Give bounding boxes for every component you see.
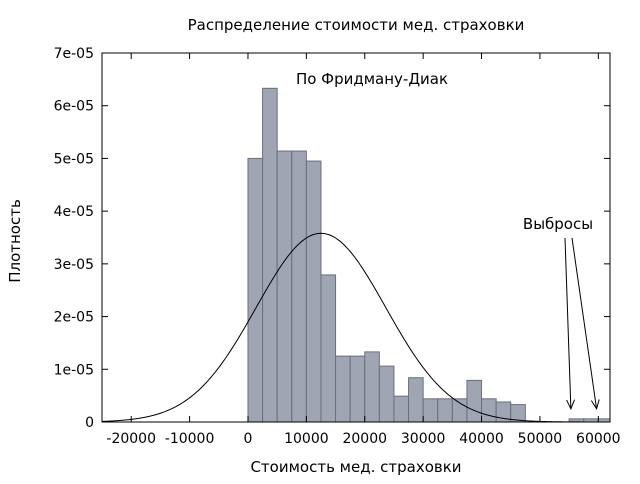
curve-layer [101,232,610,423]
x-tick-label: 60000 [576,431,621,447]
annotation-arrows [564,237,597,409]
bars-layer [247,87,611,423]
histogram-bar-3 [291,150,307,423]
x-tick-label: 10000 [284,431,329,447]
histogram-bar-15 [466,379,483,423]
normal-density-curve [101,232,610,423]
y-tick-label: 5e-05 [54,151,94,167]
y-tick-label: 0 [85,415,94,431]
x-tick-label: 0 [244,431,253,447]
chart-title: Распределение стоимости мед. страховки [188,16,525,34]
y-tick-label: 2e-05 [54,310,94,326]
y-axis-label: Плотность [6,199,24,283]
histogram-bar-10 [393,395,410,423]
y-tick-label: 7e-05 [54,46,94,62]
histogram-bar-16 [481,398,497,423]
y-tick-label: 4e-05 [54,204,94,220]
histogram-bar-9 [378,365,395,423]
histogram-bar-4 [305,160,322,423]
outlier-arrow-1 [571,237,597,409]
histogram-bar-1 [262,87,278,423]
x-tick-label: -20000 [106,431,156,447]
histogram-bar-8 [364,351,380,423]
histogram-bar-6 [335,355,351,423]
histogram-bar-13 [437,398,453,423]
histogram-bar-7 [349,355,366,423]
x-tick-label: 20000 [342,431,387,447]
histogram-bar-11 [408,377,424,423]
x-tick-label: 40000 [459,431,504,447]
histogram-bar-0 [247,157,264,423]
axes-layer [101,52,611,423]
x-tick-label: 30000 [401,431,446,447]
y-tick-label: 1e-05 [54,362,94,378]
ticks-layer: -20000 -10000 0 10000 20000 30000 40000 50000 60… [54,46,621,447]
plot-frame [101,52,611,423]
x-tick-label: -10000 [165,431,215,447]
histogram-bar-12 [422,398,439,423]
histogram-bar-2 [276,150,293,423]
histogram-bar-5 [320,274,337,423]
x-axis-label: Стоимость мед. страховки [250,458,461,476]
y-tick-label: 6e-05 [54,99,94,115]
chart-subtitle: По Фридману-Диак [296,70,448,88]
outliers-annotation: Выбросы [523,215,593,233]
x-tick-label: 50000 [518,431,563,447]
y-tick-label: 3e-05 [54,257,94,273]
outlier-arrow-0 [564,237,571,409]
